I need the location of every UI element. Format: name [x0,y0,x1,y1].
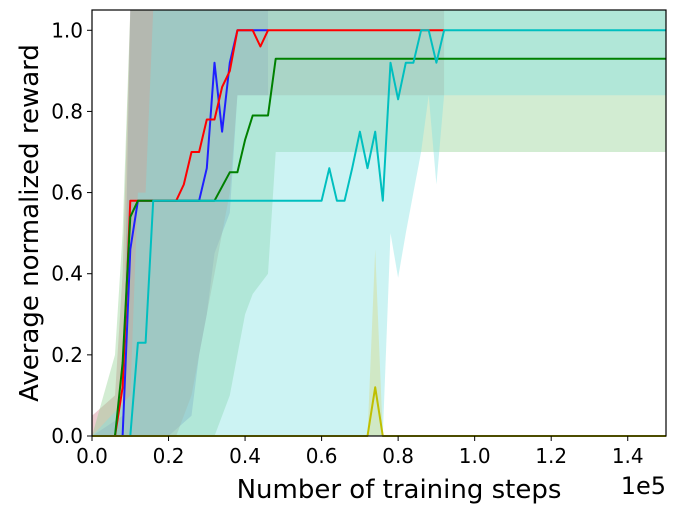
y-tick-label: 0.8 [51,99,83,123]
confidence-bands [92,10,666,436]
y-tick-label: 0.4 [51,262,83,286]
y-tick-label: 0.6 [51,181,83,205]
x-tick-label: 0.6 [306,444,338,468]
y-axis-label: Average normalized reward [15,44,45,402]
x-tick-label: 1.0 [459,444,491,468]
x-tick-label: 0.2 [153,444,185,468]
series-2-band [92,10,445,436]
y-axis: 0.0 0.2 0.4 0.6 0.8 1.0 [51,18,92,448]
plot-frame [91,9,667,437]
series-4-line [92,29,666,437]
x-axis-label: Number of training steps [237,475,562,505]
x-tick-label: 0.4 [229,444,261,468]
series-3-band [92,10,666,436]
y-tick-label: 0.0 [51,424,83,448]
y-tick-label: 0.2 [51,343,83,367]
y-tick-label: 1.0 [51,18,83,42]
series-5-band [92,249,666,436]
x-tick-label: 1.2 [535,444,567,468]
series-2-line [92,29,445,437]
x-axis: 0.0 0.2 0.4 0.6 0.8 1.0 1.2 1.4 [76,436,644,468]
x-axis-scale-label: 1e5 [621,472,666,500]
series-4-band [92,10,666,436]
x-tick-label: 0.0 [76,444,108,468]
x-tick-label: 0.8 [382,444,414,468]
x-tick-label: 1.4 [612,444,644,468]
